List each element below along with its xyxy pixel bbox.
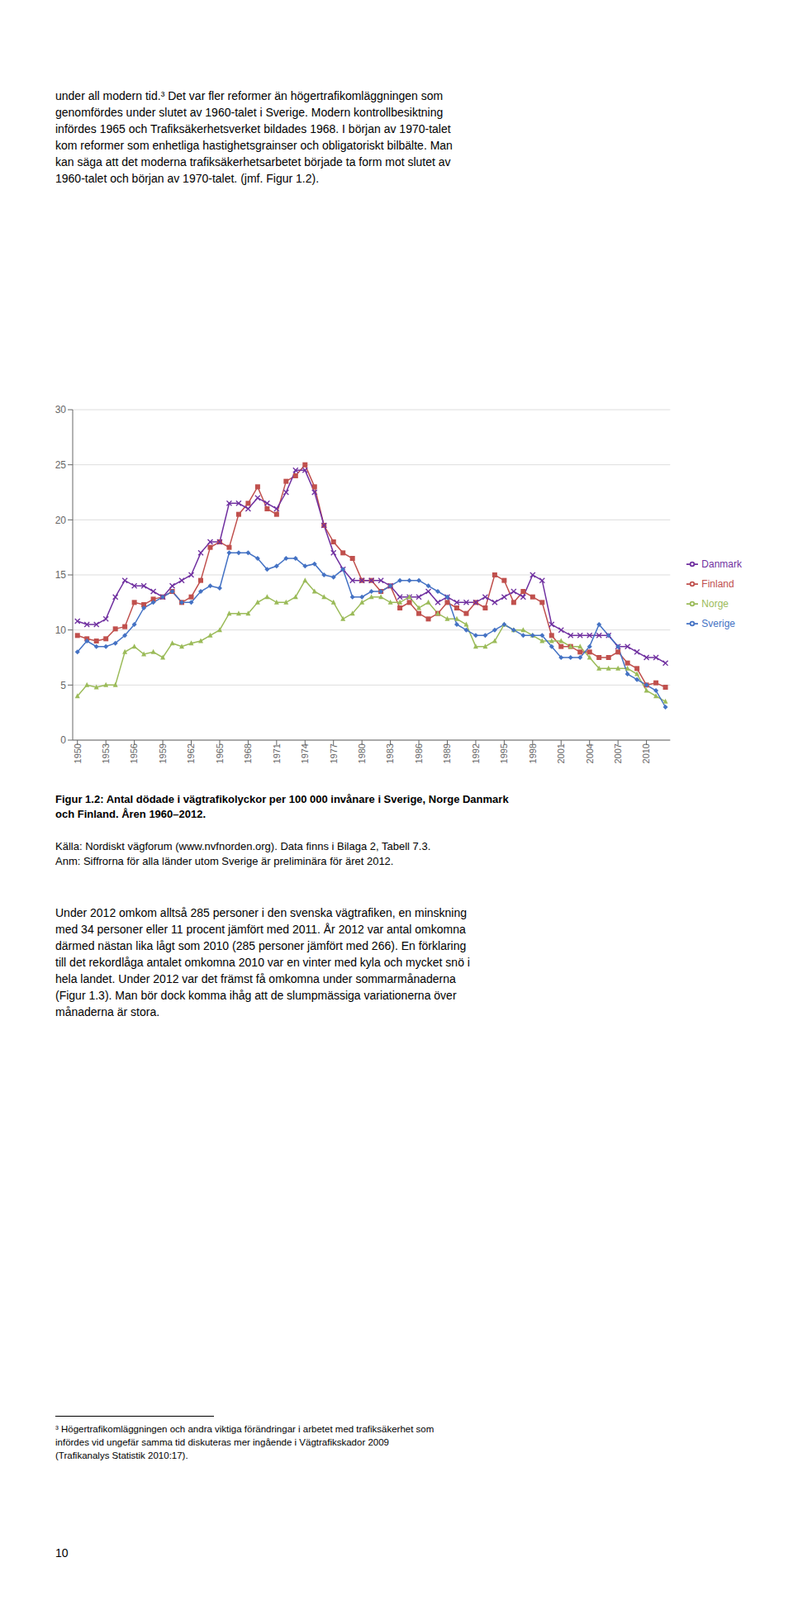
html-text:under all modern tid.³ Det var: under all modern tid.³ Det var fler refo… [55,89,453,186]
svg-text:2004: 2004 [584,743,595,764]
svg-text:2007: 2007 [612,743,623,764]
html-text:Finland: Finland [701,577,735,590]
svg-text:1983: 1983 [384,743,395,764]
html-text:Sverige: Sverige [701,617,736,630]
svg-text:2001: 2001 [555,743,566,764]
svg-text:1962: 1962 [185,743,196,764]
svg-text:0: 0 [60,734,67,746]
svg-text:1968: 1968 [242,743,253,764]
svg-text:1950: 1950 [72,743,83,764]
html-text:Under 2012 omkom alltså 285 pe: Under 2012 omkom alltså 285 personer i d… [55,906,470,1019]
html-text:³ Högertrafikomläggningen och: ³ Högertrafikomläggningen och andra vikt… [55,1424,434,1461]
svg-text:1959: 1959 [157,743,168,764]
html-text:Källa: Nordiskt vägforum (www.: Källa: Nordiskt vägforum (www.nvfnorden.… [55,840,431,868]
svg-text:20: 20 [55,514,67,527]
svg-text:1980: 1980 [356,743,367,764]
svg-text:1986: 1986 [413,743,424,764]
svg-text:1965: 1965 [214,743,225,764]
svg-text:1971: 1971 [271,743,282,764]
svg-text:15: 15 [55,569,67,581]
svg-text:2010: 2010 [641,743,651,764]
svg-text:1974: 1974 [299,743,310,764]
svg-text:1995: 1995 [498,743,509,764]
svg-text:1992: 1992 [470,743,481,764]
svg-text:1998: 1998 [527,743,538,764]
svg-text:10: 10 [55,624,67,637]
svg-text:30: 30 [55,403,67,416]
svg-text:1989: 1989 [441,743,452,764]
svg-text:1953: 1953 [100,743,111,764]
html-text:Figur 1.2: Antal dödade i vägt: Figur 1.2: Antal dödade i vägtrafikolyck… [55,793,509,821]
html-text:Danmark: Danmark [701,557,742,570]
svg-text:5: 5 [60,679,67,692]
svg-text:25: 25 [55,459,67,471]
html-text:10: 10 [55,1546,69,1560]
svg-text:1977: 1977 [328,743,339,764]
svg-text:1956: 1956 [128,743,139,764]
html-text:Norge: Norge [701,597,729,610]
